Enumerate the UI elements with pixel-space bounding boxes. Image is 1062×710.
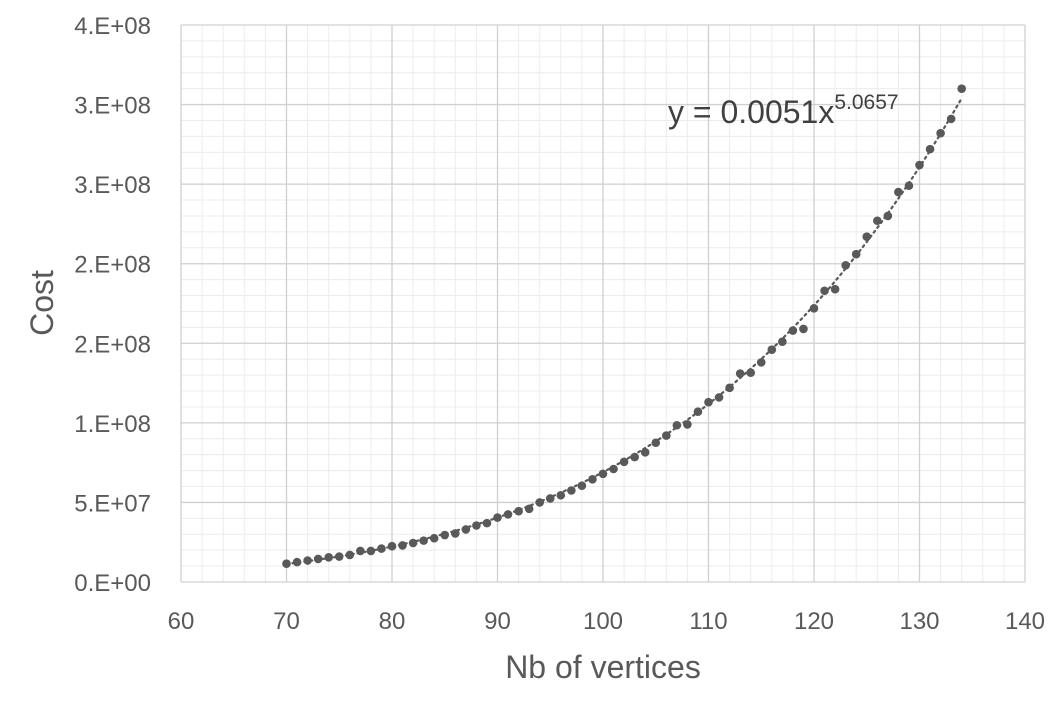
data-point [398, 541, 407, 550]
data-point [630, 452, 639, 462]
y-axis-title: Cost [24, 270, 60, 336]
data-point [303, 556, 312, 565]
x-tick-label: 130 [899, 608, 939, 635]
data-point [545, 494, 555, 503]
data-point [799, 324, 808, 334]
y-tick-label: 2.E+08 [74, 331, 151, 358]
data-point [640, 447, 650, 457]
data-point [356, 546, 365, 556]
x-axis-title: Nb of vertices [505, 649, 701, 685]
data-point [851, 249, 861, 259]
x-tick-label: 120 [794, 608, 834, 635]
data-point [567, 486, 576, 495]
data-point [894, 187, 903, 197]
data-point [577, 481, 587, 491]
data-point [334, 552, 344, 561]
x-axis-tick-labels: 60 70 80 90 100 110 120 130 140 [168, 608, 1045, 635]
y-tick-label: 4.E+08 [74, 13, 151, 40]
data-point [408, 538, 418, 548]
data-point [841, 261, 850, 270]
data-point [482, 518, 492, 528]
data-point [693, 407, 703, 417]
data-point [683, 420, 692, 429]
data-point [809, 303, 819, 313]
y-tick-label: 0.E+00 [74, 570, 151, 597]
data-point [535, 498, 544, 507]
data-point [662, 431, 671, 440]
data-point [419, 536, 428, 545]
y-tick-label: 5.E+07 [74, 490, 151, 517]
data-point [704, 397, 713, 407]
data-point [387, 541, 397, 551]
data-point [767, 345, 777, 354]
data-point [820, 286, 829, 296]
data-point [345, 550, 355, 560]
data-point [313, 554, 323, 564]
equation-exponent: 5.0657 [834, 91, 898, 114]
y-tick-label: 3.E+08 [74, 172, 151, 199]
data-point [366, 546, 376, 556]
data-point [377, 544, 386, 553]
data-point [292, 557, 302, 567]
data-point [725, 383, 734, 393]
data-point [915, 160, 924, 170]
y-tick-label: 1.E+08 [74, 411, 151, 438]
equation-base: y = 0.0051x [668, 94, 834, 130]
data-point [514, 506, 523, 516]
data-point [862, 232, 872, 241]
data-point [440, 530, 450, 540]
data-point [756, 358, 766, 367]
data-point [936, 128, 945, 138]
data-point [778, 337, 787, 346]
x-tick-label: 100 [583, 608, 623, 635]
data-point [904, 181, 914, 191]
data-point [957, 84, 966, 93]
data-point [493, 513, 502, 522]
data-point [830, 284, 840, 294]
data-point [735, 369, 745, 378]
data-point [714, 393, 724, 402]
data-point [609, 464, 618, 474]
data-point [429, 533, 439, 543]
data-point [746, 368, 755, 378]
data-point [524, 504, 534, 514]
x-tick-label: 70 [273, 608, 300, 635]
y-axis-tick-labels: 0.E+00 5.E+07 1.E+08 2.E+08 2.E+08 3.E+08 3.E+… [74, 13, 151, 597]
data-point [503, 510, 513, 519]
y-tick-label: 3.E+08 [74, 93, 151, 120]
data-point [873, 216, 882, 226]
data-point [472, 521, 481, 530]
x-tick-label: 80 [379, 608, 406, 635]
data-point [788, 326, 798, 335]
data-points [282, 84, 966, 568]
data-point [282, 559, 291, 568]
data-point [946, 114, 956, 124]
x-tick-label: 90 [484, 608, 511, 635]
x-tick-label: 60 [168, 608, 195, 635]
y-tick-label: 2.E+08 [74, 252, 151, 279]
data-point [556, 490, 566, 500]
data-point [588, 475, 597, 484]
data-point [598, 469, 608, 479]
major-gridlines [180, 24, 1026, 583]
data-point [451, 529, 460, 538]
trendline-equation: y = 0.0051x5.0657 [668, 91, 899, 130]
data-point [461, 525, 471, 534]
data-point [324, 553, 334, 562]
data-point [925, 144, 935, 154]
data-point [619, 457, 629, 467]
x-tick-label: 140 [1005, 608, 1045, 635]
data-point [672, 420, 682, 430]
data-point [883, 211, 893, 221]
x-tick-label: 110 [689, 608, 727, 635]
data-point [651, 438, 661, 448]
